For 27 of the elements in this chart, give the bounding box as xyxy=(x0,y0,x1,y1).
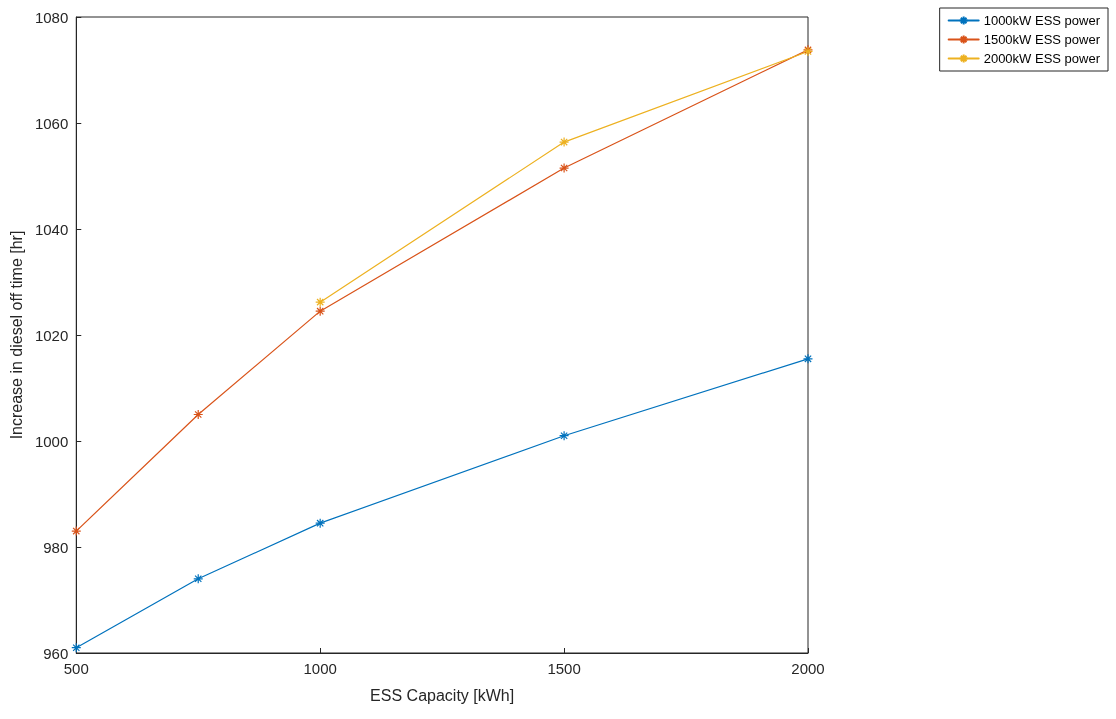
point xyxy=(558,430,570,441)
point xyxy=(71,642,82,653)
point xyxy=(71,526,82,537)
y-tick-label: 1000 xyxy=(34,432,69,450)
y-tick-label: 1080 xyxy=(34,8,69,26)
legend-label: 1000kW ESS power xyxy=(983,13,1101,28)
point xyxy=(802,353,814,364)
x-tick-label: 2000 xyxy=(791,660,825,677)
y-tick-label: 960 xyxy=(43,644,69,662)
legend-label: 1500kW ESS power xyxy=(983,32,1101,47)
point xyxy=(193,409,204,420)
x-tick-label: 1500 xyxy=(547,660,581,677)
x-tick-label: 1000 xyxy=(303,660,337,677)
point xyxy=(193,573,204,584)
point xyxy=(558,136,570,148)
point xyxy=(315,297,326,308)
x-tick-label: 500 xyxy=(63,660,89,677)
point xyxy=(315,306,326,317)
y-tick-label: 1020 xyxy=(34,326,69,344)
y-tick-label: 1060 xyxy=(34,114,69,132)
x-axis-title: ESS Capacity [kWh] xyxy=(370,686,515,704)
y-tick-label: 980 xyxy=(43,538,69,556)
legend-label: 2000kW ESS power xyxy=(983,51,1101,66)
point xyxy=(558,162,570,174)
y-axis-title: Increase in diesel off time [hr] xyxy=(7,230,25,440)
y-tick-label: 1040 xyxy=(34,220,69,238)
point xyxy=(315,518,326,529)
